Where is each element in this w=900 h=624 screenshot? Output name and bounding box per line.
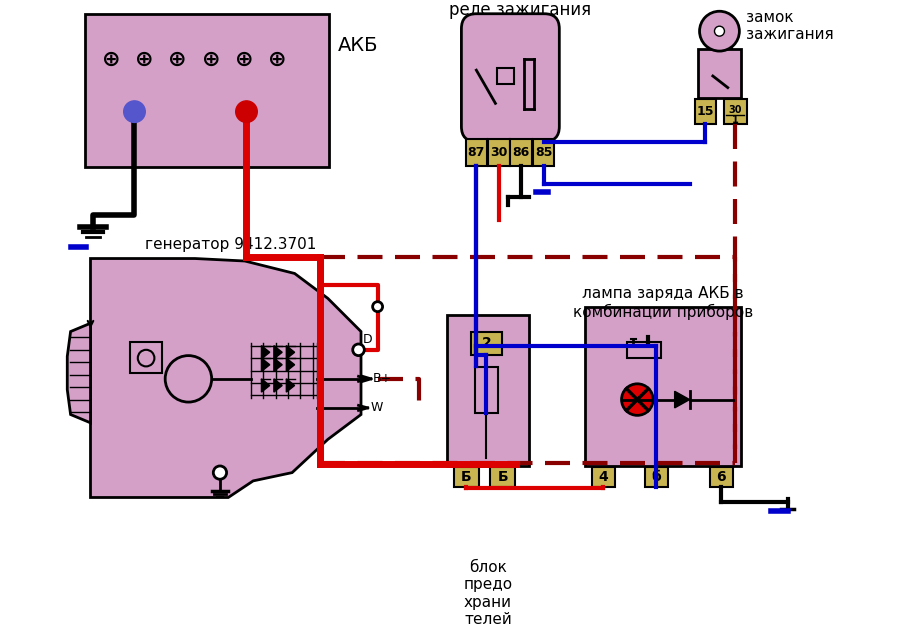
FancyBboxPatch shape <box>85 14 329 167</box>
Polygon shape <box>286 379 294 392</box>
FancyBboxPatch shape <box>454 467 479 487</box>
FancyBboxPatch shape <box>491 467 516 487</box>
Polygon shape <box>68 323 91 423</box>
Text: D: D <box>363 333 373 346</box>
Polygon shape <box>675 391 689 408</box>
FancyBboxPatch shape <box>488 139 509 165</box>
Text: 30: 30 <box>491 146 508 159</box>
Polygon shape <box>274 379 283 392</box>
Circle shape <box>622 384 653 416</box>
Text: блок
предо
храни
телей: блок предо храни телей <box>464 560 512 624</box>
Text: ⊕: ⊕ <box>202 49 220 69</box>
FancyBboxPatch shape <box>709 467 733 487</box>
FancyBboxPatch shape <box>591 467 615 487</box>
Polygon shape <box>274 358 283 371</box>
Text: 15: 15 <box>697 105 714 118</box>
Text: Б: Б <box>498 470 508 484</box>
Text: 2: 2 <box>482 336 491 350</box>
FancyBboxPatch shape <box>510 139 532 165</box>
FancyBboxPatch shape <box>585 306 741 466</box>
FancyBboxPatch shape <box>497 67 514 84</box>
Circle shape <box>213 466 227 479</box>
FancyBboxPatch shape <box>644 467 668 487</box>
Text: АКБ: АКБ <box>338 36 378 55</box>
Circle shape <box>373 301 382 311</box>
Text: 85: 85 <box>535 146 553 159</box>
Text: ⊕: ⊕ <box>168 49 187 69</box>
Text: ⊕: ⊕ <box>235 49 253 69</box>
FancyBboxPatch shape <box>695 99 716 124</box>
Text: 4: 4 <box>598 470 608 484</box>
Circle shape <box>353 344 364 356</box>
Text: W: W <box>371 401 383 414</box>
FancyBboxPatch shape <box>698 49 741 97</box>
FancyBboxPatch shape <box>465 139 487 165</box>
Text: б: б <box>652 470 662 484</box>
Text: лампа заряда АКБ в
комбинации приборов: лампа заряда АКБ в комбинации приборов <box>573 286 753 320</box>
Polygon shape <box>91 258 361 497</box>
Circle shape <box>123 101 145 122</box>
Text: ⊕: ⊕ <box>268 49 286 69</box>
Text: 1: 1 <box>732 115 739 125</box>
Text: B+: B+ <box>373 373 392 386</box>
FancyBboxPatch shape <box>724 99 747 124</box>
Text: генератор 9412.3701: генератор 9412.3701 <box>145 237 317 252</box>
FancyBboxPatch shape <box>471 331 502 355</box>
Text: ⊕: ⊕ <box>135 49 154 69</box>
Circle shape <box>699 11 740 51</box>
Polygon shape <box>261 358 270 371</box>
Text: реле зажигания: реле зажигания <box>449 1 591 19</box>
Polygon shape <box>261 379 270 392</box>
Text: замок
зажигания: замок зажигания <box>746 10 833 42</box>
Text: ⊕: ⊕ <box>102 49 121 69</box>
Text: 6: 6 <box>716 470 726 484</box>
Text: 30: 30 <box>728 105 742 115</box>
Text: 86: 86 <box>512 146 530 159</box>
Circle shape <box>236 101 257 122</box>
FancyBboxPatch shape <box>462 14 559 142</box>
Polygon shape <box>286 358 294 371</box>
Circle shape <box>715 26 724 36</box>
FancyBboxPatch shape <box>707 43 731 67</box>
Polygon shape <box>274 346 283 359</box>
FancyBboxPatch shape <box>447 315 528 466</box>
Polygon shape <box>261 346 270 359</box>
Text: 87: 87 <box>468 146 485 159</box>
Text: Б: Б <box>461 470 472 484</box>
Polygon shape <box>286 346 294 359</box>
FancyBboxPatch shape <box>533 139 554 165</box>
